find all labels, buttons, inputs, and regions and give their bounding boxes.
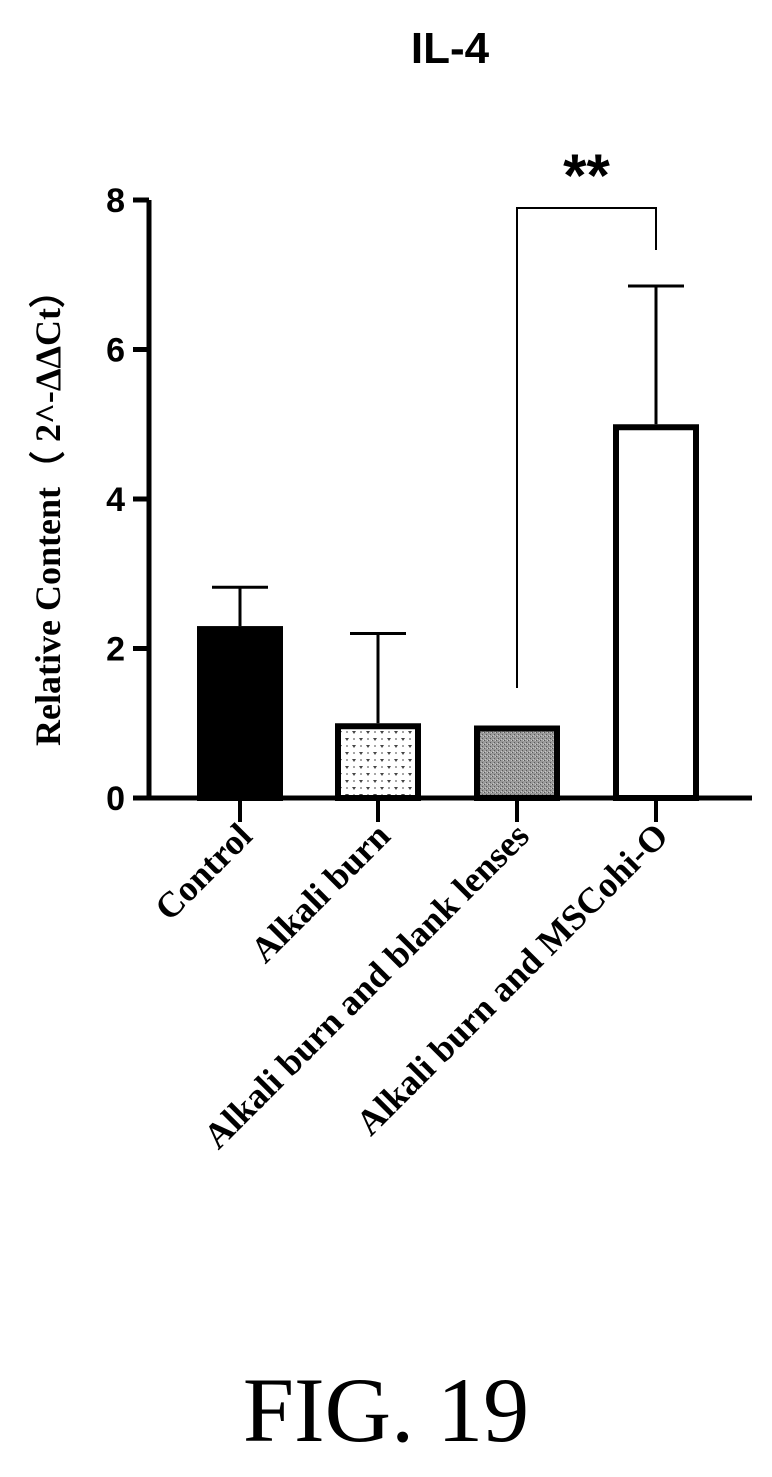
bars: [197, 424, 699, 802]
chart-title: IL-4: [411, 24, 490, 73]
y-tick-label: 0: [106, 780, 125, 818]
significance-bracket: **: [516, 142, 657, 688]
bar-2: [474, 725, 560, 801]
y-tick-label: 6: [106, 332, 125, 370]
y-tick-label: 4: [106, 481, 125, 519]
y-tick-label: 2: [106, 631, 125, 669]
significance-label: **: [563, 142, 610, 209]
figure-caption: FIG. 19: [242, 1359, 530, 1461]
error-bars: [212, 284, 684, 724]
y-axis-label: Relative Content（ 2^-ΔΔCt）: [28, 272, 68, 746]
bar-3: [613, 424, 699, 801]
bar-0: [197, 626, 283, 802]
significance-line: [516, 207, 657, 688]
y-tick-label: 8: [106, 182, 125, 220]
category-label-1: Alkali burn: [243, 815, 398, 970]
category-label-0: Control: [147, 815, 260, 928]
bar-1: [335, 723, 421, 801]
